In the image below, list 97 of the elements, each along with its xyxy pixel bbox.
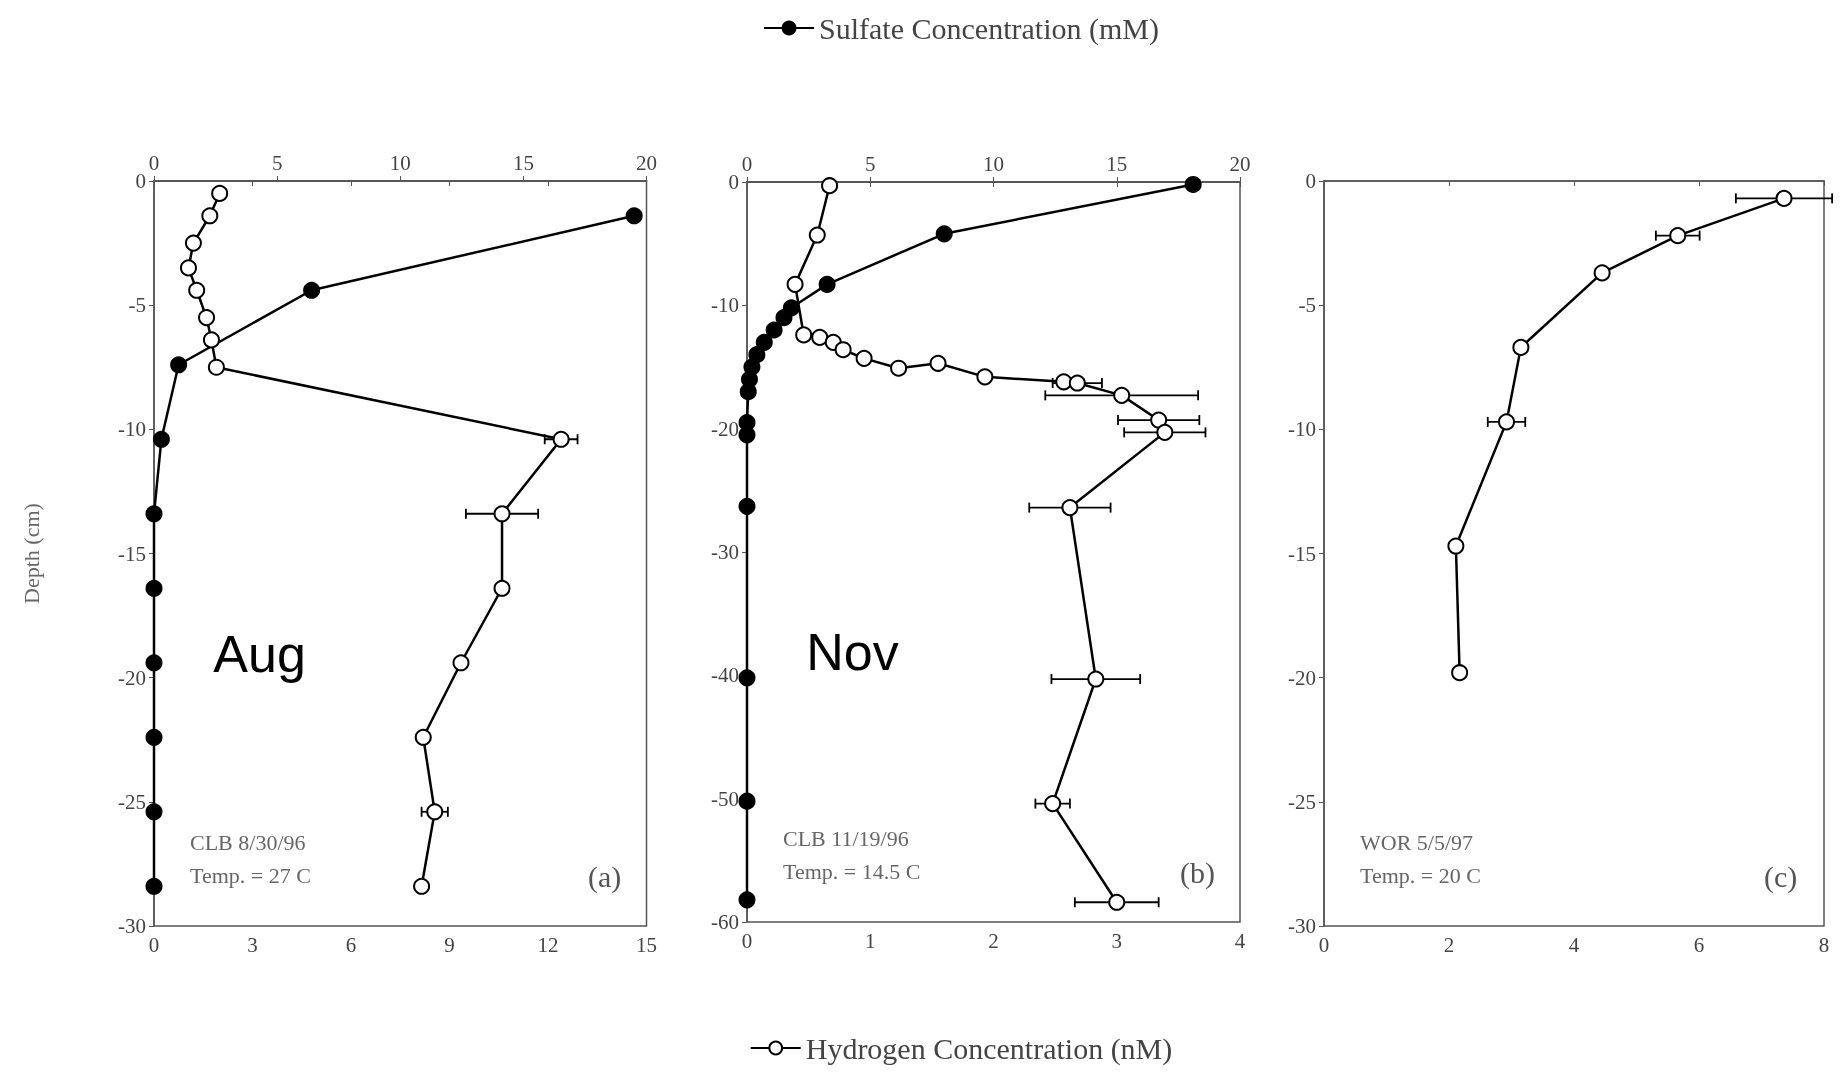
- point: [976, 368, 994, 386]
- annotation: Temp. = 27 C: [190, 862, 311, 888]
- y-axis-title: Depth (cm): [18, 503, 44, 604]
- x2-tick-label: 15: [1106, 151, 1128, 176]
- annotation: (b): [1180, 855, 1215, 890]
- annotation: CLB 11/19/96: [783, 825, 909, 851]
- legend-label: Sulfate Concentration (mM): [819, 11, 1159, 46]
- point: [1044, 795, 1062, 813]
- point: [1512, 338, 1530, 356]
- y-tick-label: -20: [1288, 665, 1316, 690]
- point: [1150, 411, 1168, 429]
- point: [201, 207, 219, 225]
- y-tick-label: -30: [1288, 914, 1316, 938]
- x-tick-label: 15: [636, 932, 657, 957]
- y-tick-label: 0: [1305, 169, 1316, 193]
- point: [1447, 537, 1465, 555]
- point: [1593, 264, 1611, 282]
- point: [786, 275, 804, 293]
- y-tick-label: -15: [1288, 541, 1316, 566]
- point: [808, 226, 826, 244]
- point: [1451, 664, 1469, 682]
- point: [493, 505, 511, 523]
- point: [821, 177, 839, 195]
- point: [834, 341, 852, 359]
- point: [1087, 670, 1105, 688]
- x-tick-label: 4: [1568, 932, 1580, 957]
- x-tick-label: 6: [1693, 932, 1705, 957]
- point: [552, 430, 570, 448]
- y-tick-label: -10: [1288, 417, 1316, 442]
- y-tick-label: -50: [711, 786, 739, 811]
- y-tick-label: -25: [1288, 789, 1316, 814]
- y-tick-label: 0: [728, 170, 739, 194]
- y-tick-label: -15: [118, 541, 146, 566]
- x-tick-label: 6: [345, 932, 357, 957]
- x-tick-label: 2: [988, 928, 999, 953]
- point: [1113, 386, 1131, 404]
- x-tick-label: 12: [537, 932, 559, 957]
- point: [1061, 499, 1079, 517]
- y-tick-label: 0: [135, 169, 146, 193]
- x-tick-label: 4: [1234, 928, 1246, 953]
- y-tick-label: -5: [1298, 293, 1316, 318]
- annotation: Temp. = 20 C: [1360, 862, 1481, 888]
- point: [452, 654, 470, 672]
- point: [188, 281, 206, 299]
- point: [413, 877, 431, 895]
- point: [811, 328, 829, 346]
- point: [207, 358, 225, 376]
- x-tick-label: 3: [247, 932, 258, 957]
- x-tick-label: 2: [1443, 932, 1455, 957]
- x2-tick-label: 20: [636, 150, 657, 175]
- x2-tick-label: 5: [865, 151, 876, 176]
- point: [1775, 189, 1793, 207]
- annotation: Aug: [213, 625, 306, 683]
- annotation: (c): [1764, 859, 1798, 894]
- point: [198, 309, 216, 327]
- point: [1669, 227, 1687, 245]
- annotation: (a): [588, 859, 622, 894]
- y-tick-label: -10: [711, 293, 739, 318]
- x-tick-label: 8: [1818, 932, 1830, 957]
- y-tick-label: -40: [711, 663, 739, 688]
- point: [855, 349, 873, 367]
- point: [1055, 373, 1073, 391]
- point: [426, 803, 444, 821]
- point: [1498, 413, 1515, 431]
- x2-tick-label: 10: [389, 150, 411, 175]
- y-tick-label: -20: [711, 416, 739, 441]
- x2-tick-label: 5: [271, 150, 283, 175]
- point: [1156, 423, 1174, 441]
- point: [1068, 374, 1086, 392]
- point: [493, 579, 511, 597]
- y-tick-label: -10: [118, 417, 146, 442]
- x2-tick-label: 10: [983, 151, 1004, 176]
- y-tick-label: -20: [118, 665, 146, 690]
- x2-tick-label: 20: [1229, 151, 1251, 176]
- y-tick-label: -60: [711, 910, 739, 934]
- x-tick-label: 1: [865, 928, 876, 953]
- annotation: WOR 5/5/97: [1360, 829, 1474, 855]
- point: [1108, 893, 1126, 911]
- y-tick-label: -25: [118, 789, 146, 814]
- annotation: Nov: [806, 623, 899, 681]
- point: [414, 728, 432, 746]
- legend-label: Hydrogen Concentration (nM): [805, 1031, 1173, 1066]
- x2-tick-label: 15: [512, 150, 534, 175]
- y-tick-label: -5: [128, 293, 146, 318]
- y-tick-label: -30: [711, 540, 739, 564]
- x-tick-label: 9: [444, 932, 455, 957]
- point: [795, 326, 813, 344]
- point: [202, 331, 220, 349]
- point: [179, 259, 197, 277]
- point: [184, 234, 202, 252]
- point: [211, 184, 229, 202]
- point: [929, 354, 947, 372]
- x-tick-label: 3: [1111, 928, 1122, 953]
- annotation: CLB 8/30/96: [190, 829, 306, 855]
- annotation: Temp. = 14.5 C: [783, 858, 921, 884]
- y-tick-label: -30: [118, 914, 146, 938]
- point: [890, 359, 908, 377]
